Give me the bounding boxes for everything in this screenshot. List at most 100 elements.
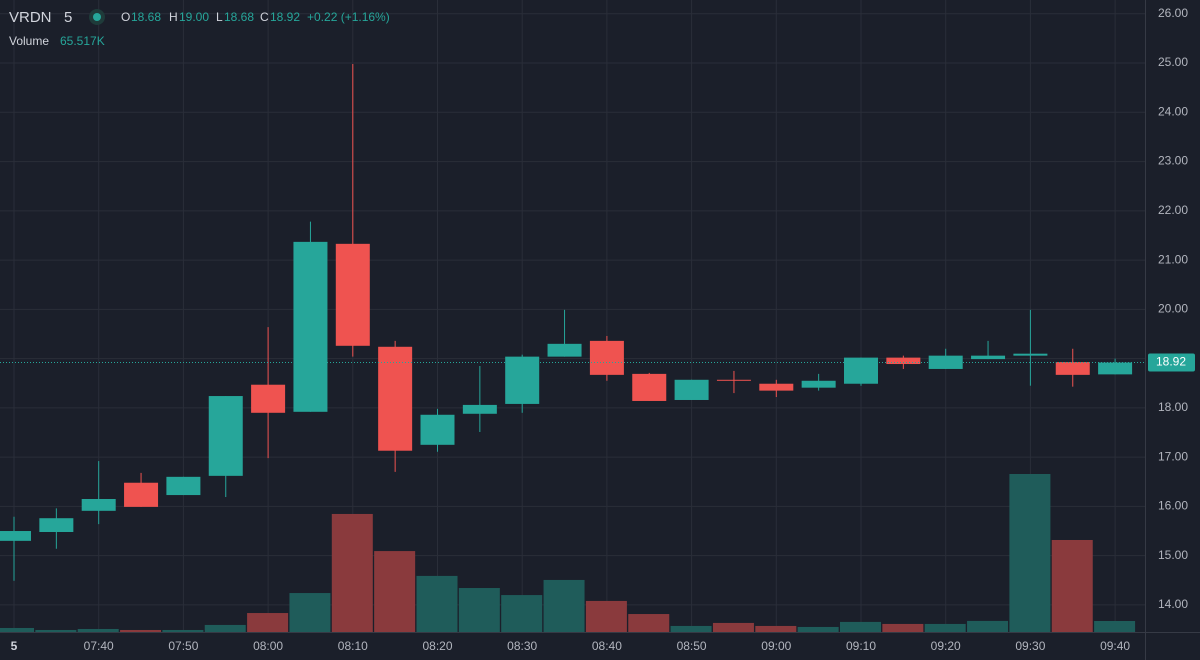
candle-body [462, 404, 497, 414]
candle-body [971, 355, 1006, 360]
volume-bar [204, 624, 246, 632]
x-tick-label: 07:50 [168, 639, 198, 653]
candle-body [505, 356, 540, 404]
symbol: VRDN [9, 9, 52, 26]
y-tick-label: 26.00 [1158, 6, 1188, 20]
x-tick-label: 09:40 [1100, 639, 1130, 653]
volume-bar [0, 627, 34, 632]
volume-bar [120, 629, 162, 632]
volume-bar [628, 614, 670, 632]
volume-bar [374, 551, 416, 632]
legend: VRDN 5 O 18.68 H 19.00 L 18.68 C 18.92 +… [9, 9, 390, 48]
volume-bar [77, 628, 119, 632]
candle-body [293, 241, 328, 412]
grid [0, 0, 1145, 632]
candle-body [674, 379, 709, 400]
volume-bar [755, 625, 797, 632]
y-tick-label: 20.00 [1158, 302, 1188, 316]
candle-body [1013, 353, 1048, 356]
candle-body [886, 357, 921, 365]
y-tick-label: 15.00 [1158, 548, 1188, 562]
low-label: L [216, 10, 223, 24]
volume-bar [289, 593, 331, 632]
change: +0.22 (+1.16%) [307, 10, 390, 24]
candle-body [589, 340, 624, 375]
high-label: H [169, 10, 178, 24]
candle-body [251, 384, 286, 413]
axes: 14.00 15.00 16.00 17.00 18.00 19.00 20.00 21.00… [11, 6, 1195, 653]
volume-bar [840, 621, 881, 632]
candle-body [124, 482, 159, 507]
volume-bar [797, 626, 839, 632]
interval: 5 [64, 9, 72, 26]
x-tick-label: 09:00 [761, 639, 791, 653]
y-tick-label: 23.00 [1158, 154, 1188, 168]
candle-body [0, 531, 31, 541]
y-tick-label: 22.00 [1158, 203, 1188, 217]
candle-body [420, 414, 455, 445]
candle-body [801, 380, 836, 388]
x-tick-label: 08:30 [507, 639, 537, 653]
x-tick-label: 08:20 [422, 639, 452, 653]
candle-body [1098, 362, 1133, 375]
candle-body [547, 343, 582, 357]
y-tick-label: 21.00 [1158, 252, 1188, 266]
x-tick-label: 08:00 [253, 639, 283, 653]
volume-bar [1094, 620, 1136, 632]
x-tick-label: 07:40 [84, 639, 114, 653]
last-price-label: 18.92 [1156, 355, 1186, 369]
x-tick-label: 09:10 [846, 639, 876, 653]
candle-body [1055, 362, 1090, 375]
candle-body [166, 476, 201, 496]
volume-bar [585, 600, 627, 632]
close-value: 18.92 [270, 10, 300, 24]
candles [0, 64, 1145, 581]
candle-body [335, 243, 370, 346]
volume-bar [458, 588, 500, 632]
y-tick-label: 24.00 [1158, 104, 1188, 118]
candle-body [81, 498, 116, 511]
volume-bar [416, 575, 458, 632]
close-label: C [260, 10, 269, 24]
volume-bar [967, 620, 1009, 632]
candle-body [759, 383, 794, 391]
y-tick-label: 25.00 [1158, 55, 1188, 69]
candle-body [208, 396, 243, 476]
candle-body [716, 379, 751, 381]
y-tick-label: 14.00 [1158, 597, 1188, 611]
volume-bar [162, 629, 204, 632]
volume-bar [670, 625, 712, 632]
volume-bar [1009, 474, 1051, 632]
x-tick-label: 08:10 [338, 639, 368, 653]
candle-body [632, 373, 667, 401]
last-price-box [1148, 353, 1195, 372]
volume-bar [501, 595, 543, 632]
candle-body [844, 357, 878, 384]
x-tick-label: 09:20 [931, 639, 961, 653]
candle-body [378, 346, 413, 451]
volume-bar [882, 623, 924, 632]
open-value: 18.68 [131, 10, 161, 24]
volume-label: Volume [9, 34, 49, 48]
low-value: 18.68 [224, 10, 254, 24]
volume-bar [247, 613, 289, 632]
high-value: 19.00 [179, 10, 209, 24]
volume-bar [35, 629, 77, 632]
x-tick-label: 5 [11, 639, 18, 653]
volume-bar [924, 623, 966, 632]
candle-body [39, 518, 74, 533]
status-dot [93, 13, 101, 21]
y-tick-label: 18.00 [1158, 400, 1188, 414]
volume-value: 65.517K [60, 34, 105, 48]
volume-bar [1051, 539, 1093, 632]
x-tick-label: 09:30 [1015, 639, 1045, 653]
open-label: O [121, 10, 130, 24]
volume-bar [712, 622, 754, 632]
x-tick-label: 08:40 [592, 639, 622, 653]
volume-bar [543, 579, 585, 632]
volume-pane [0, 474, 1136, 632]
volume-bar [331, 513, 373, 632]
x-tick-label: 08:50 [677, 639, 707, 653]
